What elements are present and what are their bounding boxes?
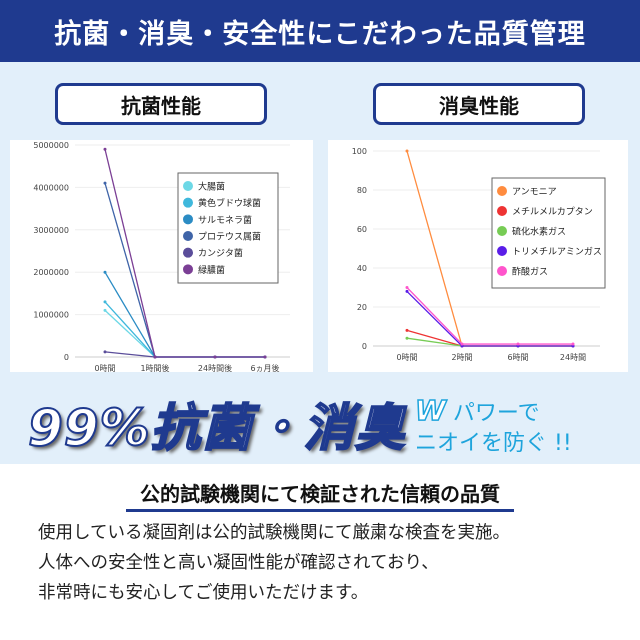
- y-tick-label: 0: [64, 353, 69, 362]
- legend-label: アンモニア: [512, 188, 557, 198]
- deodorant-label: 消臭性能: [373, 83, 585, 125]
- x-tick-label: 2時間: [451, 353, 472, 362]
- tagline-w: W: [414, 394, 446, 427]
- headline: 99%抗菌・消臭: [27, 398, 406, 458]
- x-tick-label: 0時間: [396, 353, 417, 362]
- x-tick-label: 6時間: [507, 353, 528, 362]
- data-point: [405, 149, 409, 153]
- subheading-text: 公的試験機関にて検証された信頼の品質: [126, 482, 514, 512]
- data-point: [103, 308, 107, 312]
- series-line: [104, 351, 265, 358]
- x-tick-label: 0時間: [94, 364, 115, 372]
- data-point: [103, 300, 107, 304]
- data-point: [103, 270, 107, 274]
- legend-marker: [183, 197, 193, 208]
- legend-marker: [183, 181, 193, 191]
- data-point: [153, 355, 157, 359]
- legend-marker: [183, 247, 193, 258]
- y-tick-label: 1000000: [33, 311, 69, 320]
- antibacterial-chart: 0 1000000 2000000 3000000 4000000 5000000 0時間 1…: [33, 141, 290, 373]
- antibacterial-label: 抗菌性能: [55, 83, 267, 125]
- data-point: [103, 181, 107, 185]
- legend-label: 緑膿菌: [198, 264, 225, 276]
- x-tick-label: 1時間後: [140, 363, 169, 372]
- series-line: [406, 287, 573, 345]
- legend-label: 黄色ブドウ球菌: [198, 197, 261, 209]
- data-point: [263, 355, 267, 359]
- tagline-line2: ニオイを防ぐ !!: [415, 431, 572, 456]
- legend-label: トリメチルアミンガス: [512, 247, 602, 258]
- y-tick-label: 100: [352, 147, 367, 156]
- legend-label: 硫化水素ガス: [512, 226, 566, 238]
- legend-marker: [183, 231, 193, 241]
- page-title: 抗菌・消臭・安全性にこだわった品質管理: [0, 0, 640, 62]
- legend-label: 酢酸ガス: [512, 266, 548, 278]
- legend-marker: [497, 226, 507, 236]
- y-tick-label: 60: [357, 225, 367, 234]
- x-tick-label: 6ヵ月後: [250, 363, 279, 372]
- legend-box: [177, 172, 279, 284]
- legend-marker: [183, 264, 193, 275]
- deodorant-chart: 0 20 40 60 80 100 0時間 2時間 6時間 24時間 アンモニアメチルメルカプタン硫…: [352, 147, 606, 362]
- body-line: 人体への安全性と高い凝固性能が確認されており、: [38, 553, 439, 573]
- legend-label: カンジタ菌: [198, 247, 243, 259]
- y-tick-label: 40: [357, 264, 367, 273]
- legend-label: 大腸菌: [198, 181, 225, 193]
- legend-marker: [497, 186, 507, 196]
- legend-marker: [183, 214, 193, 225]
- body-line: 使用している凝固剤は公的試験機関にて厳粛な検査を実施。: [38, 523, 510, 543]
- tagline-line1: パワーで: [452, 401, 540, 426]
- legend-label: プロテウス属菌: [198, 231, 261, 243]
- legend-label: メチルメルカプタン: [512, 207, 593, 218]
- body-text: 使用している凝固剤は公的試験機関にて厳粛な検査を実施。 人体への安全性と高い凝固…: [38, 518, 510, 608]
- legend-label: サルモネラ菌: [198, 214, 252, 226]
- data-point: [405, 328, 409, 332]
- body-line: 非常時にも安心してご使用いただけます。: [38, 583, 369, 603]
- data-point: [405, 286, 409, 289]
- series-line: [104, 309, 265, 358]
- data-point: [213, 355, 217, 359]
- y-tick-label: 0: [362, 342, 367, 351]
- tagline: W パワーで ニオイを防ぐ !!: [414, 394, 572, 459]
- y-tick-label: 3000000: [33, 226, 69, 235]
- legend-box: [491, 177, 606, 289]
- legend-marker: [497, 266, 507, 276]
- series-line: [406, 290, 573, 347]
- y-tick-label: 80: [357, 186, 367, 195]
- data-point: [405, 289, 409, 293]
- x-tick-label: 24時間後: [198, 363, 232, 372]
- data-point: [103, 147, 107, 151]
- y-tick-label: 2000000: [33, 268, 69, 277]
- data-point: [571, 342, 575, 346]
- data-point: [460, 342, 464, 346]
- data-point: [516, 342, 520, 346]
- series-line: [104, 301, 265, 358]
- y-tick-label: 20: [357, 303, 367, 312]
- data-point: [405, 336, 409, 340]
- y-tick-label: 4000000: [33, 183, 69, 192]
- series-line: [104, 149, 265, 358]
- series-line: [406, 337, 573, 347]
- subheading: 公的試験機関にて検証された信頼の品質: [0, 478, 640, 512]
- data-point: [103, 350, 107, 354]
- x-tick-label: 24時間: [560, 353, 586, 362]
- y-tick-label: 5000000: [33, 141, 69, 150]
- legend-marker: [497, 246, 507, 256]
- legend-marker: [497, 206, 507, 216]
